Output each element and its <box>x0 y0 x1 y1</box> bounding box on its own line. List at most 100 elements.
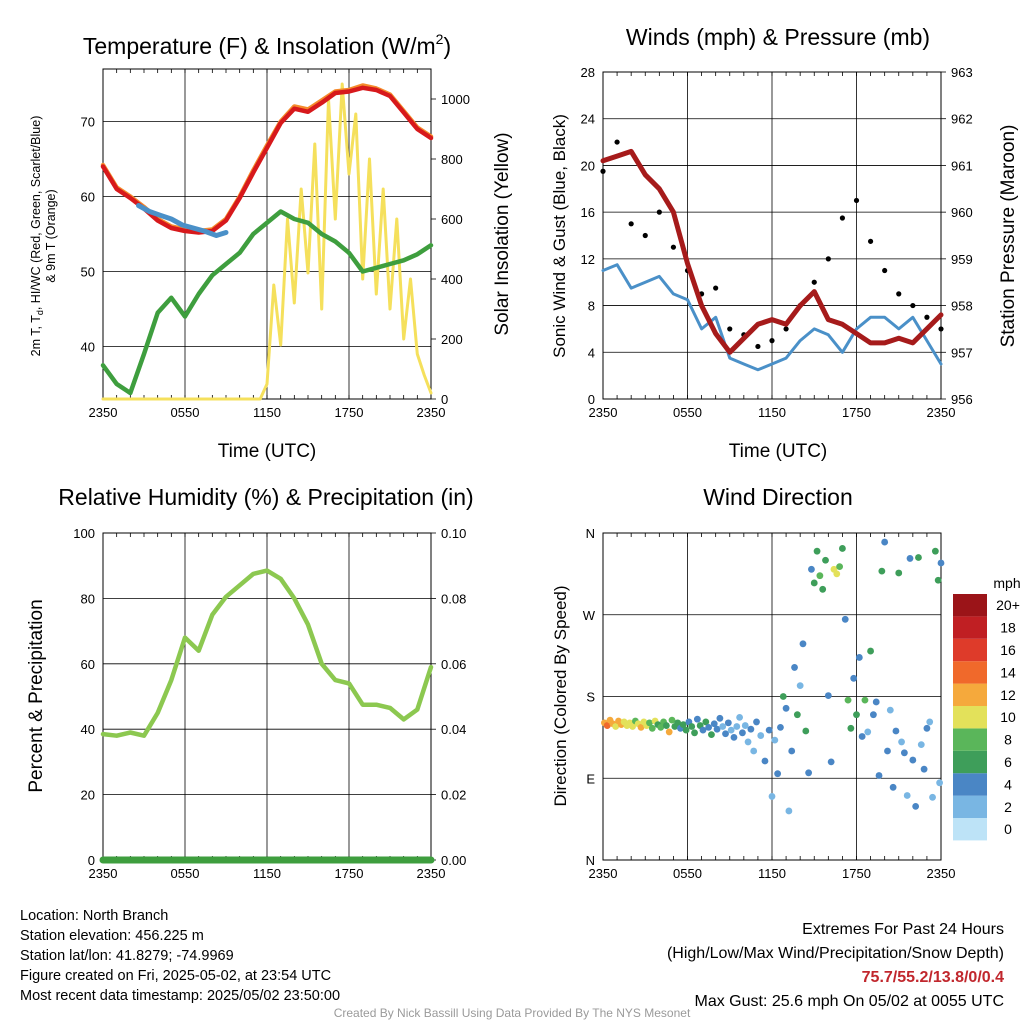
gust-point <box>713 285 719 291</box>
extremes-heading: Extremes For Past 24 Hours <box>802 921 1004 938</box>
wind-direction-point <box>702 718 710 726</box>
extremes-info: Extremes For Past 24 Hours (High/Low/Max… <box>667 918 1004 1014</box>
wind-direction-point <box>929 793 936 801</box>
wind-direction-point <box>674 719 682 727</box>
legend-swatch <box>953 683 987 706</box>
gust-point <box>896 291 902 297</box>
wind-direction-point <box>881 538 889 546</box>
humidity-line <box>100 568 434 738</box>
legend-label: 16 <box>1000 642 1016 658</box>
title-superscript: 2 <box>436 31 444 47</box>
wind-direction-point <box>736 713 744 721</box>
wind-direction-point <box>668 716 676 724</box>
sonic-wind-line <box>601 263 943 372</box>
wind-direction-point <box>936 779 943 787</box>
x-tick-label: 2350 <box>927 405 956 420</box>
wind-direction-point <box>722 730 729 738</box>
gust-point <box>811 279 817 285</box>
y2-tick-label: 800 <box>441 152 463 167</box>
gust-point <box>755 343 761 350</box>
y-tick-label: 8 <box>588 299 595 314</box>
wind-direction-point <box>710 720 718 728</box>
wind-direction-point <box>931 547 939 555</box>
x-tick-label: 1150 <box>253 866 281 881</box>
legend-swatch <box>953 706 987 729</box>
wind-direction-point <box>839 545 846 552</box>
legend-swatch <box>953 750 987 774</box>
wind-direction-point <box>858 733 866 740</box>
gust-point <box>656 209 662 215</box>
wind-direction-point <box>779 693 787 700</box>
x-tick-label: 2350 <box>417 866 446 881</box>
wind-direction-point <box>934 576 942 584</box>
y2-axis-label: Station Pressure (Maroon) <box>998 125 1019 348</box>
title-text: Temperature (F) & Insolation (W/m <box>83 33 436 59</box>
legend-label: 10 <box>1000 709 1016 725</box>
max-gust: Max Gust: 25.6 mph On 05/02 at 0055 UTC <box>694 993 1005 1010</box>
wind-direction-point <box>923 724 931 732</box>
wind-direction-point <box>657 723 665 731</box>
x-tick-label: 2350 <box>589 866 618 881</box>
gust-point <box>867 238 874 244</box>
wind-direction-point <box>705 723 713 731</box>
wind-direction-point <box>708 731 715 739</box>
wind-direction-point <box>747 725 755 733</box>
wind-direction-point <box>906 555 914 562</box>
chart-title: Temperature (F) & Insolation (W/m2) <box>83 31 451 59</box>
legend-swatch <box>953 818 987 841</box>
y-tick-label: 20 <box>81 788 95 803</box>
wind-direction-point <box>884 747 891 755</box>
winds-panel: 2350 0550 1150 1750 235004812162024289569579… <box>550 24 1019 462</box>
wind-direction-point <box>903 792 911 799</box>
wind-direction-point <box>739 729 746 737</box>
y2-tick-label: 962 <box>951 112 973 127</box>
x-axis-label: Time (UTC) <box>218 441 317 462</box>
x-tick-label: 1750 <box>842 405 871 420</box>
y-tick-label: 0 <box>588 392 595 407</box>
wind-direction-point <box>937 559 945 567</box>
wind-direction-point <box>699 726 707 734</box>
gust-point <box>853 197 860 204</box>
y2-tick-label: 961 <box>951 158 973 173</box>
chart-title: Wind Direction <box>703 484 853 510</box>
wind-direction-point <box>805 769 813 777</box>
y2-axis-label: Solar Insolation (Yellow) <box>492 132 513 335</box>
x-tick-label: 1750 <box>335 866 364 881</box>
y2-tick-label: 400 <box>441 272 463 287</box>
y2-tick-label: 958 <box>951 299 973 314</box>
wind-direction-point <box>816 572 824 580</box>
wind-direction-point <box>612 723 620 730</box>
wind-direction-point <box>875 772 883 779</box>
wind-direction-point <box>892 727 900 735</box>
wind-direction-point <box>836 563 843 571</box>
gust-point <box>910 302 916 309</box>
wind-direction-point <box>785 807 793 815</box>
wind-direction-point <box>788 747 796 755</box>
wind-direction-point <box>765 726 773 734</box>
y-tick-label: 80 <box>81 591 95 606</box>
gust-point <box>783 326 789 332</box>
wind-direction-point <box>799 640 807 648</box>
y-axis-label: 2m T, Td, HI/WC (Red, Green, Scarlet/Blu… <box>29 116 58 357</box>
y2-tick-label: 963 <box>951 65 973 80</box>
wind-direction-point <box>733 723 741 730</box>
y-label-line: & 9m T (Orange) <box>44 189 58 282</box>
wind-direction-point <box>853 711 860 719</box>
gust-point <box>628 221 634 227</box>
wind-direction-point <box>802 727 810 735</box>
legend-swatch <box>953 616 987 639</box>
wind-direction-point <box>822 556 829 564</box>
wind-direction-point <box>813 547 821 555</box>
legend-label: 2 <box>1004 799 1012 815</box>
y-tick-label: 70 <box>81 115 95 130</box>
gust-point <box>938 326 944 332</box>
x-tick-label: 1150 <box>253 405 281 420</box>
legend-label: 12 <box>1000 687 1016 703</box>
wind-direction-point <box>872 698 880 706</box>
credit-line: Created By Nick Bassill Using Data Provi… <box>333 1006 691 1020</box>
pressure-line <box>600 148 944 355</box>
extremes-subheading: (High/Low/Max Wind/Precipitation/Snow De… <box>666 945 1004 962</box>
wind-direction-point <box>774 770 782 778</box>
x-tick-label: 1150 <box>758 405 786 420</box>
